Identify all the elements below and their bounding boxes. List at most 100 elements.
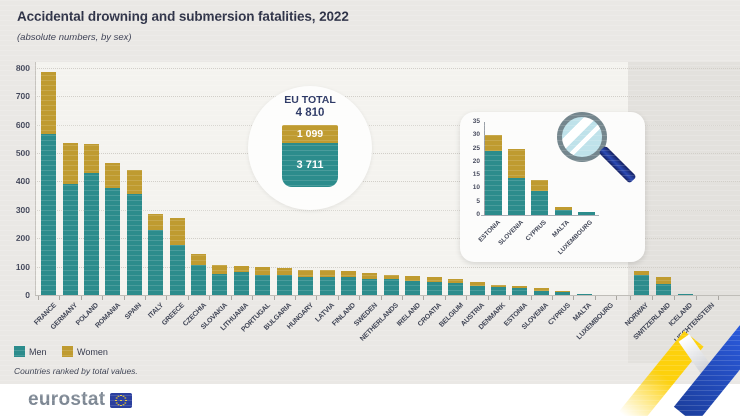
bar-women-BULGARIA bbox=[276, 268, 292, 275]
bar-men-PORTUGAL bbox=[255, 275, 271, 295]
bar-women-NORWAY bbox=[633, 270, 649, 276]
x-axis-tick bbox=[316, 296, 318, 300]
eu-total-label: EU TOTAL bbox=[284, 94, 336, 106]
bar-men-CYPRUS bbox=[555, 292, 571, 295]
bar-men-AUSTRIA bbox=[469, 285, 485, 295]
bar-women-SPAIN bbox=[126, 169, 142, 195]
x-axis-tick bbox=[230, 296, 232, 300]
x-axis-tick bbox=[273, 296, 275, 300]
bar-men-ITALY bbox=[148, 229, 164, 295]
gridline bbox=[35, 266, 740, 268]
bar-women-IRELAND bbox=[405, 275, 421, 281]
bar-women-SLOVENIA bbox=[533, 287, 549, 292]
x-axis-tick bbox=[674, 296, 675, 300]
men-color-swatch bbox=[14, 346, 25, 357]
y-tick-label: 0 bbox=[25, 290, 30, 300]
bar-women-CYPRUS bbox=[555, 291, 571, 293]
y-tick-label: 100 bbox=[15, 261, 30, 272]
bar-men-CROATIA bbox=[426, 282, 442, 295]
x-axis-tick bbox=[187, 296, 189, 300]
x-axis-tick bbox=[530, 296, 532, 300]
eu-total-women-segment: 1 099 bbox=[282, 125, 338, 143]
bar-women-HUNGARY bbox=[298, 269, 314, 278]
x-axis-tick bbox=[102, 296, 104, 300]
y-axis-line bbox=[35, 62, 36, 295]
bar-women-POLAND bbox=[83, 144, 99, 173]
bar-men-BELGIUM bbox=[448, 282, 464, 295]
bar-men-MALTA bbox=[576, 294, 592, 295]
footnote: Countries ranked by total values. bbox=[14, 366, 138, 376]
bar-women-GERMANY bbox=[62, 143, 78, 185]
bar-women-AUSTRIA bbox=[469, 282, 485, 286]
x-axis-tick bbox=[209, 296, 211, 300]
inset-y-tick-label: 35 bbox=[472, 118, 480, 125]
bar-women-GREECE bbox=[169, 218, 185, 246]
inset-y-tick-label: 10 bbox=[472, 184, 480, 192]
inset-y-tick-label: 0 bbox=[476, 211, 480, 218]
bar-women-LATVIA bbox=[319, 269, 335, 278]
x-axis-tick bbox=[423, 296, 425, 300]
gridline bbox=[35, 238, 740, 240]
inset-bar-men-LUXEMBOURG bbox=[577, 212, 595, 215]
bar-women-SWITZERLAND bbox=[655, 277, 671, 285]
legend-item-men: Men bbox=[14, 346, 47, 357]
gridline bbox=[35, 124, 740, 126]
x-axis-tick bbox=[294, 296, 296, 300]
bar-women-ITALY bbox=[148, 214, 164, 230]
bar-women-ESTONIA bbox=[512, 286, 528, 289]
bar-men-LITHUANIA bbox=[233, 272, 249, 295]
y-tick-label: 400 bbox=[15, 176, 30, 187]
x-axis-tick bbox=[337, 296, 339, 300]
x-axis-tick bbox=[573, 296, 575, 300]
inset-y-tick-label: 20 bbox=[472, 157, 480, 165]
bar-men-SWEDEN bbox=[362, 278, 378, 295]
gridline bbox=[35, 67, 740, 69]
eu-flag-stars bbox=[120, 399, 122, 402]
women-color-swatch bbox=[62, 346, 73, 357]
x-axis-tick bbox=[145, 296, 146, 300]
eu-total-callout: EU TOTAL 4 810 1 099 3 711 bbox=[248, 86, 372, 210]
magnifier-icon bbox=[557, 112, 607, 162]
x-axis-tick bbox=[252, 296, 254, 300]
bar-men-FRANCE bbox=[41, 134, 57, 295]
bar-men-DENMARK bbox=[490, 287, 506, 295]
inset-bar-men-CYPRUS bbox=[531, 191, 549, 215]
bar-women-SLOVAKIA bbox=[212, 265, 228, 274]
legend-label-women: Women bbox=[77, 346, 108, 357]
y-tick-label: 500 bbox=[15, 147, 30, 158]
inset-y-tick-label: 25 bbox=[472, 144, 480, 152]
eu-total-men-segment: 3 711 bbox=[282, 143, 338, 187]
x-axis-tick bbox=[380, 296, 382, 300]
chart-subtitle: (absolute numbers, by sex) bbox=[17, 32, 132, 43]
bar-women-DENMARK bbox=[490, 285, 506, 288]
bar-men-CZECHIA bbox=[191, 265, 207, 295]
x-axis-tick bbox=[718, 296, 719, 300]
x-axis-tick bbox=[466, 296, 468, 300]
bar-men-GERMANY bbox=[62, 184, 78, 295]
eu-flag-icon bbox=[110, 393, 132, 408]
bar-women-CROATIA bbox=[426, 277, 442, 283]
chart-title: Accidental drowning and submersion fatal… bbox=[17, 9, 349, 24]
gridline bbox=[35, 96, 740, 98]
bar-men-NETHERLANDS bbox=[383, 279, 399, 295]
bar-men-BULGARIA bbox=[276, 274, 292, 295]
inset-bar-women-ESTONIA bbox=[485, 135, 502, 152]
inset-bar-men-ESTONIA bbox=[485, 151, 502, 215]
inset-x-axis-line bbox=[481, 215, 599, 216]
y-tick-label: 300 bbox=[15, 204, 30, 215]
x-axis-tick bbox=[80, 296, 82, 300]
inset-bar-women-MALTA bbox=[554, 207, 572, 210]
eu-total-value: 4 810 bbox=[295, 107, 325, 119]
x-axis-tick bbox=[487, 296, 489, 300]
inset-y-tick-label: 15 bbox=[472, 171, 480, 179]
bar-men-ROMANIA bbox=[105, 188, 121, 295]
bar-men-ESTONIA bbox=[512, 288, 528, 295]
x-axis-tick bbox=[652, 296, 653, 300]
legend-label-men: Men bbox=[29, 346, 47, 357]
inset-bar-men-SLOVENIA bbox=[508, 177, 526, 215]
bar-women-CZECHIA bbox=[191, 253, 207, 266]
bar-women-SWEDEN bbox=[362, 273, 378, 279]
bar-women-FINLAND bbox=[340, 271, 356, 278]
bar-women-LITHUANIA bbox=[233, 266, 249, 273]
